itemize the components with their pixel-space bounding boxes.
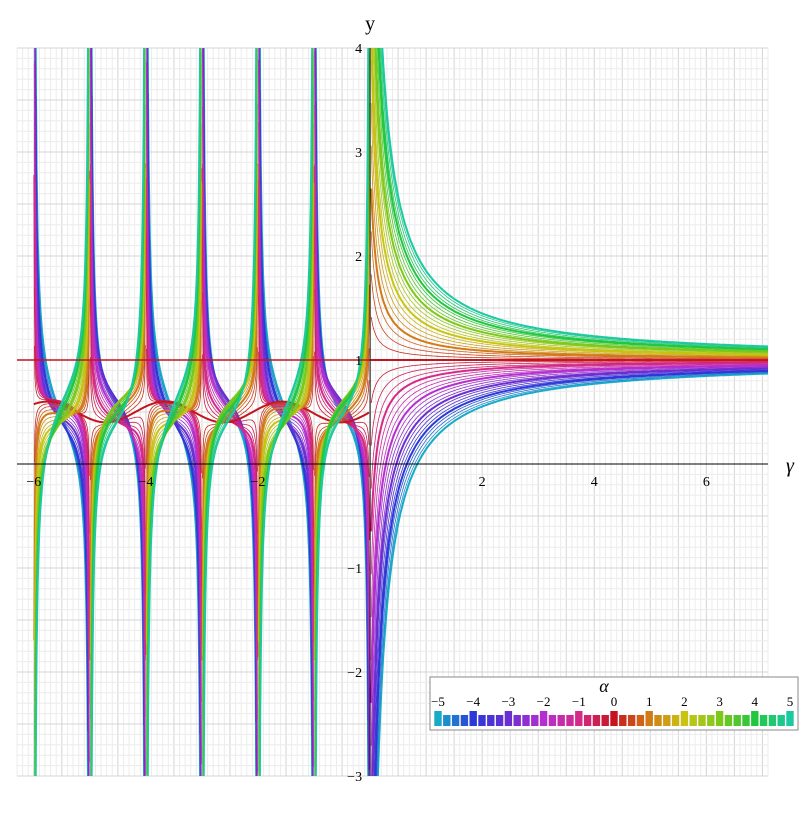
y-tick-label: 3: [355, 146, 362, 161]
legend-swatch: [742, 715, 750, 726]
legend-swatch: [539, 711, 548, 726]
legend-tick-labels: −5 −4 −3 −2 −1 0 1 2 3 4 5: [431, 694, 793, 709]
curve-alpha: [34, 48, 768, 740]
x-tick-label: −6: [26, 475, 41, 490]
legend-swatch: [478, 715, 486, 726]
y-tick-label: 4: [355, 42, 362, 57]
legend-swatch: [583, 715, 592, 726]
legend-swatch: [627, 715, 636, 726]
legend-swatch: [786, 711, 794, 726]
curve-alpha: [33, 48, 768, 776]
legend-tick-label: 3: [716, 694, 723, 709]
legend-swatch: [663, 715, 671, 726]
legend-tick-label: −4: [466, 694, 480, 709]
legend-swatch: [645, 711, 653, 726]
legend-tick-label: −2: [537, 694, 551, 709]
legend-swatch: [531, 715, 539, 726]
y-tick-label: −2: [347, 666, 362, 681]
curve-alpha: [35, 48, 768, 760]
legend-swatch: [610, 711, 618, 726]
legend-swatch: [777, 715, 785, 726]
legend-tick-label: 0: [611, 694, 618, 709]
legend-swatch: [522, 715, 530, 726]
legend-swatch: [601, 715, 609, 726]
legend-swatch: [460, 715, 469, 726]
legend-swatch: [768, 715, 777, 726]
legend-swatch: [487, 715, 495, 726]
x-tick-label: −2: [251, 475, 266, 490]
legend-swatch: [434, 711, 442, 726]
y-tick-label: −3: [347, 770, 362, 785]
legend-swatch: [724, 715, 733, 726]
legend-swatch: [707, 715, 715, 726]
x-tick-label: 4: [591, 475, 598, 490]
grid: [16, 47, 769, 777]
plot-area: [17, 48, 768, 776]
x-tick-label: 6: [703, 475, 710, 490]
y-tick-label: −1: [347, 562, 362, 577]
curve-alpha: [34, 48, 768, 776]
axes: −6 −4 −2 2 4 6 −3 −2 −1 1 2 3 4 γ y: [17, 13, 795, 785]
curve-family: [17, 48, 768, 776]
curve-alpha: [34, 48, 768, 776]
legend-tick-label: 1: [646, 694, 653, 709]
legend-swatch: [451, 715, 460, 726]
legend-swatch: [671, 715, 680, 726]
legend-swatch: [504, 711, 513, 726]
legend-swatch: [733, 715, 741, 726]
legend-tick-label: 2: [681, 694, 688, 709]
legend-swatch: [592, 715, 601, 726]
curve-alpha: [35, 48, 768, 776]
legend-swatch: [495, 715, 504, 726]
legend-title: α: [599, 676, 609, 696]
legend-swatch: [566, 715, 574, 726]
x-tick-label: 2: [479, 475, 486, 490]
legend-tick-label: 5: [787, 694, 794, 709]
legend-swatch: [751, 711, 759, 726]
x-axis-label: γ: [786, 455, 795, 477]
legend-tick-label: −3: [501, 694, 515, 709]
legend-tick-label: −5: [431, 694, 445, 709]
legend-swatch: [636, 715, 645, 726]
legend-swatch: [619, 715, 627, 726]
legend-swatch: [759, 715, 768, 726]
legend-tick-label: −1: [572, 694, 586, 709]
legend: α −5 −4 −3 −2 −1 0 1 2 3 4 5: [429, 676, 799, 731]
curve-alpha: [35, 48, 768, 776]
legend-swatch: [557, 715, 565, 726]
y-tick-labels: −3 −2 −1 1 2 3 4: [347, 42, 362, 785]
legend-colorbar: [434, 711, 794, 726]
legend-swatch: [689, 715, 697, 726]
x-tick-labels: −6 −4 −2 2 4 6: [26, 475, 709, 490]
legend-swatch: [575, 711, 583, 726]
legend-swatch: [654, 715, 662, 726]
y-axis-label: y: [365, 13, 375, 35]
legend-swatch: [715, 711, 724, 726]
y-tick-label: 1: [355, 354, 362, 369]
legend-tick-label: 4: [752, 694, 759, 709]
legend-swatch: [548, 715, 557, 726]
legend-swatch: [469, 711, 477, 726]
legend-swatch: [698, 715, 706, 726]
x-tick-label: −4: [138, 475, 153, 490]
y-tick-label: 2: [355, 250, 362, 265]
legend-swatch: [513, 715, 521, 726]
legend-swatch: [680, 711, 689, 726]
legend-swatch: [443, 715, 451, 726]
